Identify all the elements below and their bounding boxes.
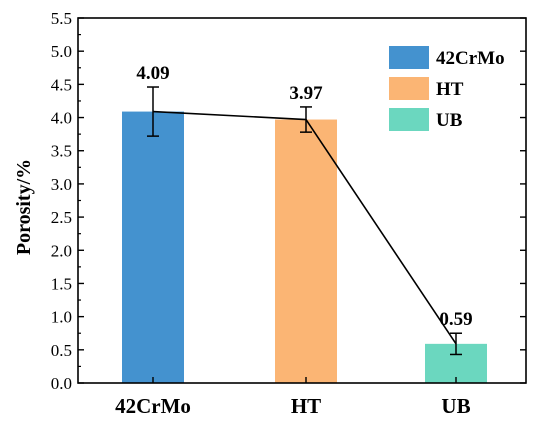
y-tick-label: 2.5 [51, 208, 72, 227]
x-tick-label-ht: HT [291, 394, 321, 418]
x-tick-label-42crmo: 42CrMo [115, 394, 191, 418]
y-tick-label: 0.5 [51, 341, 72, 360]
y-tick-label: 1.0 [51, 308, 72, 327]
error-bar-ub [450, 332, 462, 356]
y-tick-label: 3.5 [51, 142, 72, 161]
x-tick-label-ub: UB [441, 394, 470, 418]
y-tick-label: 4.0 [51, 109, 72, 128]
error-bar-42crmo [147, 86, 159, 137]
y-axis-title: Porosity/% [13, 159, 35, 255]
error-bar-ht [300, 106, 312, 133]
legend-swatch-ht [389, 77, 429, 100]
data-label-ub: 0.59 [439, 309, 472, 330]
y-tick-label: 0.0 [51, 374, 72, 393]
data-label-42crmo: 4.09 [136, 63, 169, 84]
y-tick-label: 5.5 [51, 9, 72, 28]
bar-42crmo [122, 111, 184, 383]
bar-ht [275, 119, 337, 383]
y-tick-label: 5.0 [51, 42, 72, 61]
legend-label-42crmo: 42CrMo [436, 48, 505, 69]
legend-label-ht: HT [436, 79, 464, 100]
legend-swatch-ub [389, 108, 429, 131]
y-tick-label: 4.5 [51, 75, 72, 94]
plot-area: 4.09 3.97 0.59 0.0 0.5 1.0 1.5 2.0 2.5 3.0 3.5 4.0 4… [51, 9, 527, 418]
legend-swatch-42crmo [389, 46, 429, 69]
y-tick-label: 2.0 [51, 241, 72, 260]
y-tick-label: 3.0 [51, 175, 72, 194]
legend-label-ub: UB [436, 110, 463, 131]
y-tick-label: 1.5 [51, 274, 72, 293]
data-label-ht: 3.97 [289, 83, 323, 104]
